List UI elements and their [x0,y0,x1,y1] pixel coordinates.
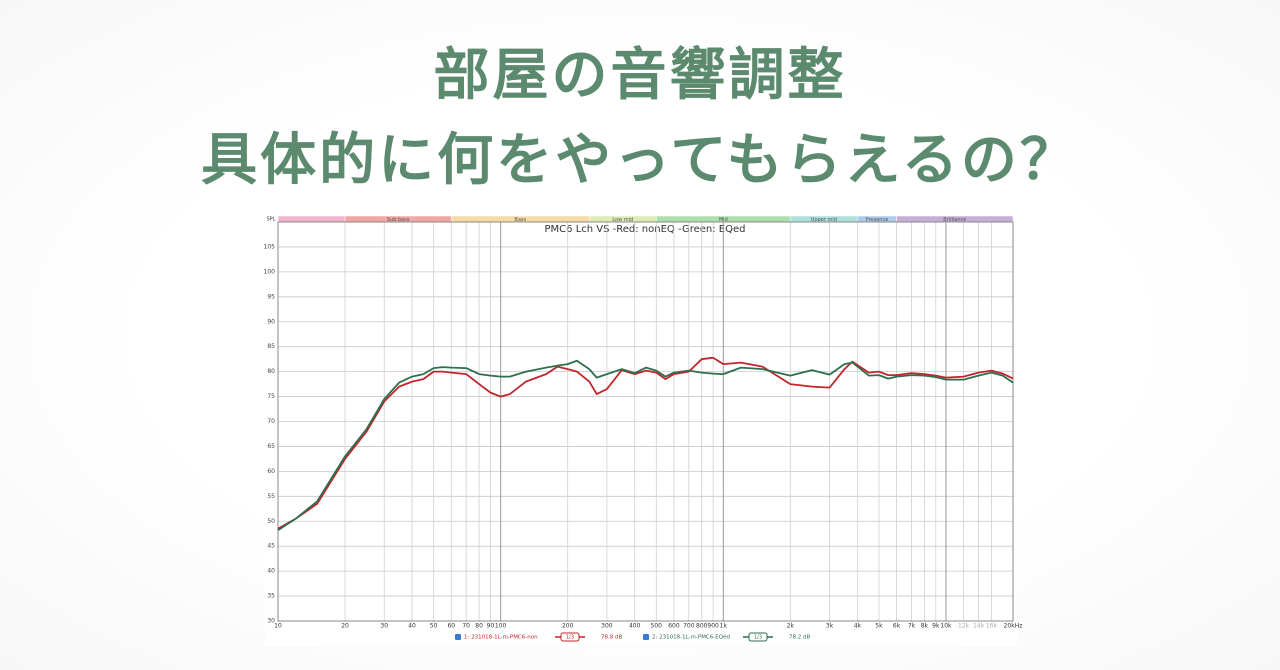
y-tick-label: 40 [267,568,275,575]
series-line [277,359,1014,531]
x-tick-label: 400 [629,623,641,630]
y-tick-label: 70 [267,418,275,425]
x-tick-label: 2k [787,623,795,630]
x-tick-label: 3k [826,623,834,630]
y-tick-label: 55 [267,493,275,500]
x-tick-label: 14k [973,623,985,630]
x-tick-label: 700 [683,623,695,630]
x-tick-label: 70 [462,623,470,630]
x-tick-label: 20kHz [1004,623,1023,630]
x-tick-label: 90 [487,623,495,630]
legend-label: 2: 231018-1L-m-PMC6-EQed [652,635,730,641]
y-tick-label: 100 [264,268,276,275]
x-tick-label: 20 [341,623,349,630]
y-axis-label: SPL [267,217,276,223]
y-tick-label: 30 [267,618,275,625]
chart-title: PMC6 Lch VS -Red: nonEQ -Green: EQed [545,224,746,235]
y-tick-label: 85 [267,343,275,350]
x-tick-label: 4k [854,623,862,630]
x-tick-label: 100 [495,623,507,630]
band-label: Sub bass [387,217,410,223]
y-tick-label: 105 [264,243,276,250]
x-tick-label: 300 [601,623,613,630]
legend-label: 1: 231018-1L-m-PMC6-non [464,635,538,641]
legend-smoothing: 1/3 [754,635,762,641]
x-tick-label: 1k [720,623,728,630]
series-line [277,356,1014,530]
x-tick-label: 6k [893,623,901,630]
chart-background [265,214,1017,646]
x-tick-label: 8k [921,623,929,630]
x-tick-label: 10k [940,623,952,630]
y-tick-label: 75 [267,393,275,400]
title-line: 部屋の音響調整 [433,43,847,108]
x-tick-label: 900 [707,623,719,630]
y-tick-label: 60 [267,468,275,475]
legend-smoothing-box [748,632,768,642]
x-tick-label: 50 [430,623,438,630]
x-tick-label: 200 [562,623,574,630]
y-tick-label: 65 [267,443,275,450]
legend-level: 78.2 dB [789,635,810,641]
x-tick-label: 16k [986,623,998,630]
legend-level: 78.8 dB [601,635,622,641]
legend-checkbox [455,634,461,640]
x-tick-label: 10 [274,623,282,630]
y-tick-label: 35 [267,593,275,600]
y-tick-label: 50 [267,518,275,525]
legend-checkbox [643,634,649,640]
band [277,215,346,223]
y-tick-label: 80 [267,368,275,375]
legend-smoothing: 1/3 [566,635,574,641]
x-tick-label: 9k [932,623,940,630]
x-tick-label: 7k [908,623,916,630]
legend-smoothing-box [560,632,580,642]
band-label: Brilliance [943,217,966,223]
x-tick-label: 800 [696,623,708,630]
title-line: 具体的に何をやってもらえるの？ [201,128,1079,193]
plot-frame [277,221,1014,622]
x-tick-label: 12k [958,623,970,630]
band-label: Low mid [612,217,633,223]
x-tick-label: 80 [475,623,483,630]
x-tick-label: 40 [408,623,416,630]
band-label: Bass [514,217,526,223]
x-tick-label: 600 [668,623,680,630]
x-tick-label: 5k [875,623,883,630]
x-tick-label: 500 [651,623,663,630]
band-label: Mid [719,217,728,223]
y-tick-label: 90 [267,318,275,325]
band-label: Presence [866,217,889,223]
y-tick-label: 45 [267,543,275,550]
band-label: Upper mid [811,217,837,223]
x-tick-label: 30 [380,623,388,630]
y-tick-label: 95 [267,293,275,300]
x-tick-label: 60 [447,623,455,630]
